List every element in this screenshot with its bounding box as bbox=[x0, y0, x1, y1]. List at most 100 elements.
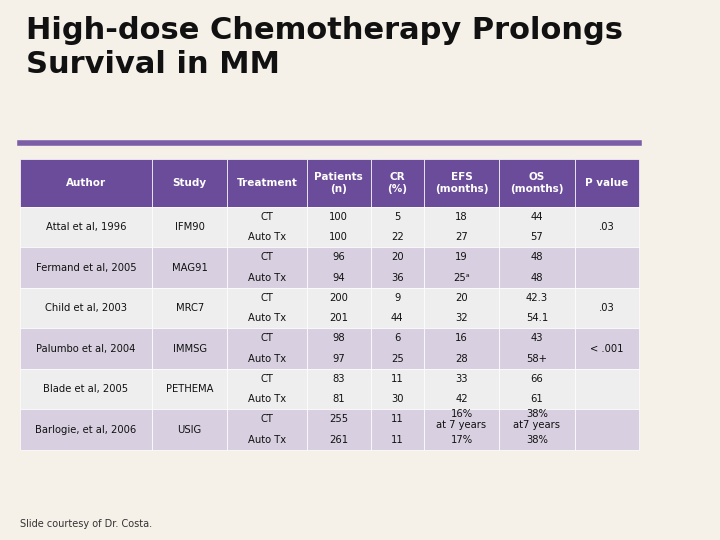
Text: 20: 20 bbox=[455, 293, 468, 303]
Text: CT: CT bbox=[261, 374, 274, 384]
Bar bbox=[307, 409, 371, 450]
Bar bbox=[152, 288, 228, 328]
Bar bbox=[152, 328, 228, 369]
Bar bbox=[575, 247, 639, 288]
Bar bbox=[307, 207, 371, 247]
Bar bbox=[228, 409, 307, 450]
Text: Barlogie, et al, 2006: Barlogie, et al, 2006 bbox=[35, 424, 137, 435]
Bar bbox=[499, 247, 575, 288]
Bar bbox=[19, 369, 152, 409]
Text: Fermand et al, 2005: Fermand et al, 2005 bbox=[35, 262, 136, 273]
Text: 18: 18 bbox=[455, 212, 468, 222]
Text: 81: 81 bbox=[333, 394, 345, 404]
Bar bbox=[152, 207, 228, 247]
Bar bbox=[19, 409, 152, 450]
Text: 25ᵃ: 25ᵃ bbox=[453, 273, 470, 283]
Text: 9: 9 bbox=[394, 293, 400, 303]
Bar bbox=[228, 207, 307, 247]
Text: 28: 28 bbox=[455, 354, 468, 364]
Bar bbox=[424, 288, 499, 328]
Text: IMMSG: IMMSG bbox=[173, 343, 207, 354]
Text: P value: P value bbox=[585, 178, 629, 188]
Bar bbox=[575, 328, 639, 369]
Text: PETHEMA: PETHEMA bbox=[166, 384, 213, 394]
Text: Auto Tx: Auto Tx bbox=[248, 394, 286, 404]
Text: MRC7: MRC7 bbox=[176, 303, 204, 313]
Bar bbox=[424, 207, 499, 247]
Bar bbox=[152, 247, 228, 288]
Text: 83: 83 bbox=[333, 374, 345, 384]
Text: High-dose Chemotherapy Prolongs
Survival in MM: High-dose Chemotherapy Prolongs Survival… bbox=[27, 16, 624, 79]
Text: 261: 261 bbox=[329, 435, 348, 445]
Bar bbox=[152, 159, 228, 207]
Bar bbox=[19, 207, 152, 247]
Text: 16: 16 bbox=[455, 333, 468, 343]
Text: 20: 20 bbox=[391, 252, 404, 262]
Text: 58+: 58+ bbox=[526, 354, 547, 364]
Text: 36: 36 bbox=[391, 273, 404, 283]
Bar bbox=[424, 328, 499, 369]
Bar bbox=[307, 288, 371, 328]
Bar bbox=[307, 369, 371, 409]
Text: CR
(%): CR (%) bbox=[387, 172, 408, 194]
Bar bbox=[575, 409, 639, 450]
Text: .03: .03 bbox=[599, 303, 615, 313]
Text: 25: 25 bbox=[391, 354, 404, 364]
Text: 54.1: 54.1 bbox=[526, 313, 548, 323]
Text: Patients
(n): Patients (n) bbox=[315, 172, 363, 194]
Text: Attal et al, 1996: Attal et al, 1996 bbox=[45, 222, 126, 232]
Text: Auto Tx: Auto Tx bbox=[248, 313, 286, 323]
Text: USIG: USIG bbox=[178, 424, 202, 435]
Bar bbox=[424, 247, 499, 288]
Bar bbox=[575, 159, 639, 207]
Text: CT: CT bbox=[261, 414, 274, 424]
Text: 98: 98 bbox=[333, 333, 345, 343]
Text: Palumbo et al, 2004: Palumbo et al, 2004 bbox=[36, 343, 135, 354]
Text: Auto Tx: Auto Tx bbox=[248, 273, 286, 283]
Bar bbox=[19, 288, 152, 328]
Text: Child et al, 2003: Child et al, 2003 bbox=[45, 303, 127, 313]
Text: 42: 42 bbox=[455, 394, 468, 404]
Text: 11: 11 bbox=[391, 374, 404, 384]
Bar bbox=[424, 409, 499, 450]
Text: 44: 44 bbox=[531, 212, 543, 222]
Text: 6: 6 bbox=[394, 333, 400, 343]
Bar bbox=[575, 369, 639, 409]
Text: 43: 43 bbox=[531, 333, 543, 343]
Bar bbox=[371, 247, 424, 288]
Text: 38%: 38% bbox=[526, 435, 548, 445]
Bar bbox=[371, 207, 424, 247]
Text: 17%: 17% bbox=[451, 435, 472, 445]
Bar bbox=[575, 288, 639, 328]
Text: 30: 30 bbox=[391, 394, 403, 404]
Text: OS
(months): OS (months) bbox=[510, 172, 564, 194]
Text: .03: .03 bbox=[599, 222, 615, 232]
Text: 33: 33 bbox=[455, 374, 468, 384]
Text: IFM90: IFM90 bbox=[175, 222, 204, 232]
Bar bbox=[19, 247, 152, 288]
Text: Blade et al, 2005: Blade et al, 2005 bbox=[43, 384, 128, 394]
Text: 48: 48 bbox=[531, 252, 543, 262]
Bar bbox=[228, 328, 307, 369]
Text: 57: 57 bbox=[531, 232, 544, 242]
Bar bbox=[424, 159, 499, 207]
Bar bbox=[499, 369, 575, 409]
Bar bbox=[371, 159, 424, 207]
Text: 255: 255 bbox=[329, 414, 348, 424]
Text: 27: 27 bbox=[455, 232, 468, 242]
Bar bbox=[152, 409, 228, 450]
Text: Author: Author bbox=[66, 178, 106, 188]
Bar bbox=[371, 369, 424, 409]
Bar bbox=[307, 159, 371, 207]
Bar bbox=[19, 328, 152, 369]
Bar bbox=[19, 159, 152, 207]
Text: 11: 11 bbox=[391, 414, 404, 424]
Bar bbox=[499, 409, 575, 450]
Text: 11: 11 bbox=[391, 435, 404, 445]
Text: 100: 100 bbox=[329, 232, 348, 242]
Text: 66: 66 bbox=[531, 374, 544, 384]
Text: Auto Tx: Auto Tx bbox=[248, 435, 286, 445]
Bar bbox=[307, 328, 371, 369]
Text: Auto Tx: Auto Tx bbox=[248, 232, 286, 242]
Text: 201: 201 bbox=[329, 313, 348, 323]
